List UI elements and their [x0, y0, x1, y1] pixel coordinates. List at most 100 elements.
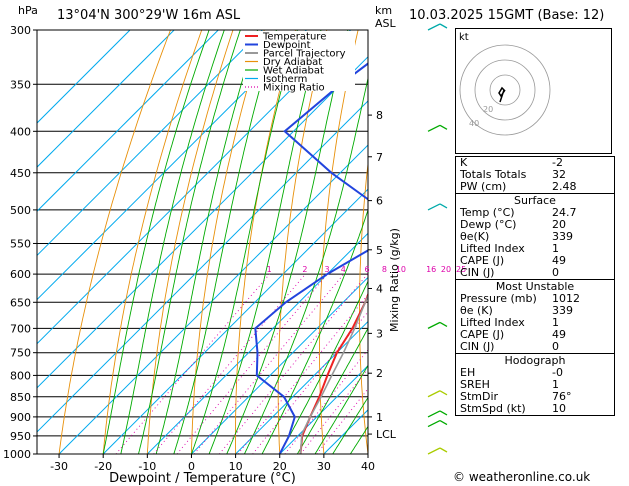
row-value: 20 — [552, 218, 566, 231]
mixing-ratio-label: 6 — [364, 265, 369, 274]
pressure-label: 500 — [10, 204, 31, 217]
mixing-ratio-label: 4 — [341, 265, 346, 274]
table-row: CIN (J) 0 — [456, 267, 614, 279]
wind-barb — [427, 390, 448, 398]
table-row: Pressure (mb) 1012 — [456, 293, 614, 305]
pressure-label: 700 — [10, 322, 31, 335]
hodograph-ring-label: 40 — [469, 119, 479, 128]
table-row: Lifted Index 1 — [456, 243, 614, 255]
mixing-ratio-axis-label: Mixing Ratio (g/kg) — [388, 228, 401, 332]
pressure-label: 400 — [10, 125, 31, 138]
row-label: Temp (°C) — [460, 206, 515, 219]
table-row: StmSpd (kt) 10 — [456, 403, 614, 415]
hodograph-trace — [498, 86, 506, 103]
row-label: θe (K) — [460, 304, 493, 317]
mixing-ratio-label: 3 — [324, 265, 329, 274]
row-label: K — [460, 156, 468, 169]
wet-adiabat-line — [191, 30, 298, 454]
wet-adiabat-line — [155, 30, 259, 454]
hpa-label: hPa — [18, 4, 38, 17]
altitude-label: 4 — [376, 282, 383, 295]
isotherm-line — [279, 365, 368, 454]
pressure-label: 550 — [10, 237, 31, 250]
row-label: PW (cm) — [460, 180, 507, 193]
wet-adiabat-line — [226, 30, 349, 454]
wet-adiabat-line — [173, 30, 277, 454]
altitude-label: 8 — [376, 109, 383, 122]
row-value: 0 — [552, 340, 559, 353]
valid-datetime: 10.03.2025 15GMT (Base: 12) — [409, 8, 605, 23]
pressure-label: 850 — [10, 391, 31, 404]
mixing-ratio-label: 8 — [382, 265, 387, 274]
mixing-ratio-line — [218, 273, 368, 454]
table-row: Dewp (°C) 20 — [456, 219, 614, 231]
wet-adiabat-line — [243, 76, 368, 454]
legend-entry: Wet Adiabat — [263, 66, 324, 77]
wind-barb — [427, 203, 448, 211]
legend-entry: Isotherm — [263, 74, 307, 85]
table-row: CAPE (J) 49 — [456, 329, 614, 341]
isotherm-line — [37, 100, 368, 433]
wind-barb — [427, 410, 448, 418]
mixing-ratio-label: 25 — [456, 265, 466, 274]
wet-adiabat-line — [332, 396, 368, 454]
row-value: 339 — [552, 304, 573, 317]
row-value: 1 — [552, 242, 559, 255]
mixing-ratio-line — [300, 368, 368, 454]
dry-adiabat-line — [319, 30, 359, 454]
table-row: CAPE (J) 49 — [456, 255, 614, 267]
wet-adiabat-line — [297, 327, 368, 454]
pressure-label: 750 — [10, 347, 31, 360]
row-label: CIN (J) — [460, 266, 495, 279]
pressure-label: 1000 — [3, 448, 31, 461]
row-value: 32 — [552, 168, 566, 181]
pressure-label: 950 — [10, 430, 31, 443]
wet-adiabat-line — [261, 208, 368, 454]
station-location: 13°04'N 300°29'W 16m ASL — [57, 8, 241, 23]
isotherm-line — [37, 30, 219, 212]
hodograph: kt 20 40 — [455, 28, 612, 154]
pressure-label: 900 — [10, 411, 31, 424]
row-value: 1 — [552, 378, 559, 391]
temp-tick-label: 0 — [188, 460, 195, 473]
isotherm-line — [146, 232, 368, 454]
dry-adiabat-line — [277, 30, 328, 454]
altitude-label: 6 — [376, 195, 383, 208]
pressure-label: 600 — [10, 268, 31, 281]
hodograph-unit-label: kt — [459, 32, 469, 43]
wind-barb — [427, 23, 448, 31]
dry-adiabat-line — [398, 30, 421, 454]
row-label: CIN (J) — [460, 340, 495, 353]
table-row: Totals Totals 32 — [456, 169, 614, 181]
parcel-trajectory-series — [299, 294, 368, 454]
table-row: EH -0 — [456, 367, 614, 379]
row-label: Totals Totals — [460, 168, 527, 181]
table-row: CIN (J) 0 — [456, 341, 614, 353]
dry-adiabat-line — [191, 30, 265, 454]
row-label: CAPE (J) — [460, 328, 505, 341]
isotherm-line — [37, 30, 263, 257]
mixing-ratio-line — [284, 349, 368, 454]
hodograph-ring-label: 20 — [483, 105, 493, 114]
row-value: 24.7 — [552, 206, 577, 219]
legend-entry: Mixing Ratio — [263, 83, 325, 94]
row-label: CAPE (J) — [460, 254, 505, 267]
dewpoint-series — [254, 62, 368, 454]
temp-tick-label: 40 — [361, 460, 375, 473]
wet-adiabat-line — [138, 30, 241, 454]
dry-adiabat-line — [235, 30, 297, 454]
wet-adiabat-line — [208, 30, 322, 454]
row-value: 1012 — [552, 292, 580, 305]
temperature-series — [299, 292, 368, 454]
table-row: SREH 1 — [456, 379, 614, 391]
row-label: StmDir — [460, 390, 499, 403]
mixing-ratio-label: 1 — [267, 265, 272, 274]
row-value: 339 — [552, 230, 573, 243]
altitude-label: 5 — [376, 244, 383, 257]
dry-adiabat-line — [58, 30, 171, 454]
mixing-ratio-line — [237, 293, 368, 454]
row-value: 0 — [552, 266, 559, 279]
km-label: km — [375, 4, 393, 17]
legend-entry: Dry Adiabat — [263, 57, 322, 68]
